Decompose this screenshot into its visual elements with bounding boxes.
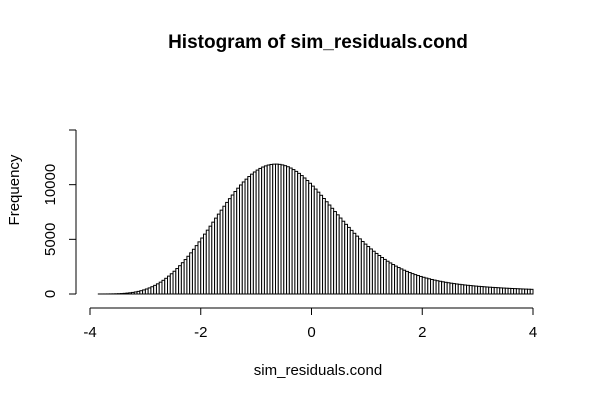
x-axis: -4 -2 0 2 4 bbox=[83, 307, 537, 341]
x-axis-label: sim_residuals.cond bbox=[254, 362, 382, 379]
histogram-bar bbox=[529, 288, 534, 295]
x-tick-label: -4 bbox=[83, 324, 96, 341]
x-tick-label: -2 bbox=[194, 324, 207, 341]
y-tick-label: 0 bbox=[42, 290, 59, 298]
x-tick-label: 0 bbox=[307, 324, 315, 341]
x-tick-label: 2 bbox=[418, 324, 426, 341]
y-tick-label: 10000 bbox=[42, 164, 59, 206]
chart-title: Histogram of sim_residuals.cond bbox=[168, 32, 468, 53]
y-tick-label: 5000 bbox=[42, 223, 59, 256]
histogram-bars bbox=[97, 163, 534, 295]
y-axis: 0 5000 10000 bbox=[42, 129, 77, 298]
x-tick-label: 4 bbox=[529, 324, 537, 341]
y-axis-label: Frequency bbox=[6, 154, 23, 225]
